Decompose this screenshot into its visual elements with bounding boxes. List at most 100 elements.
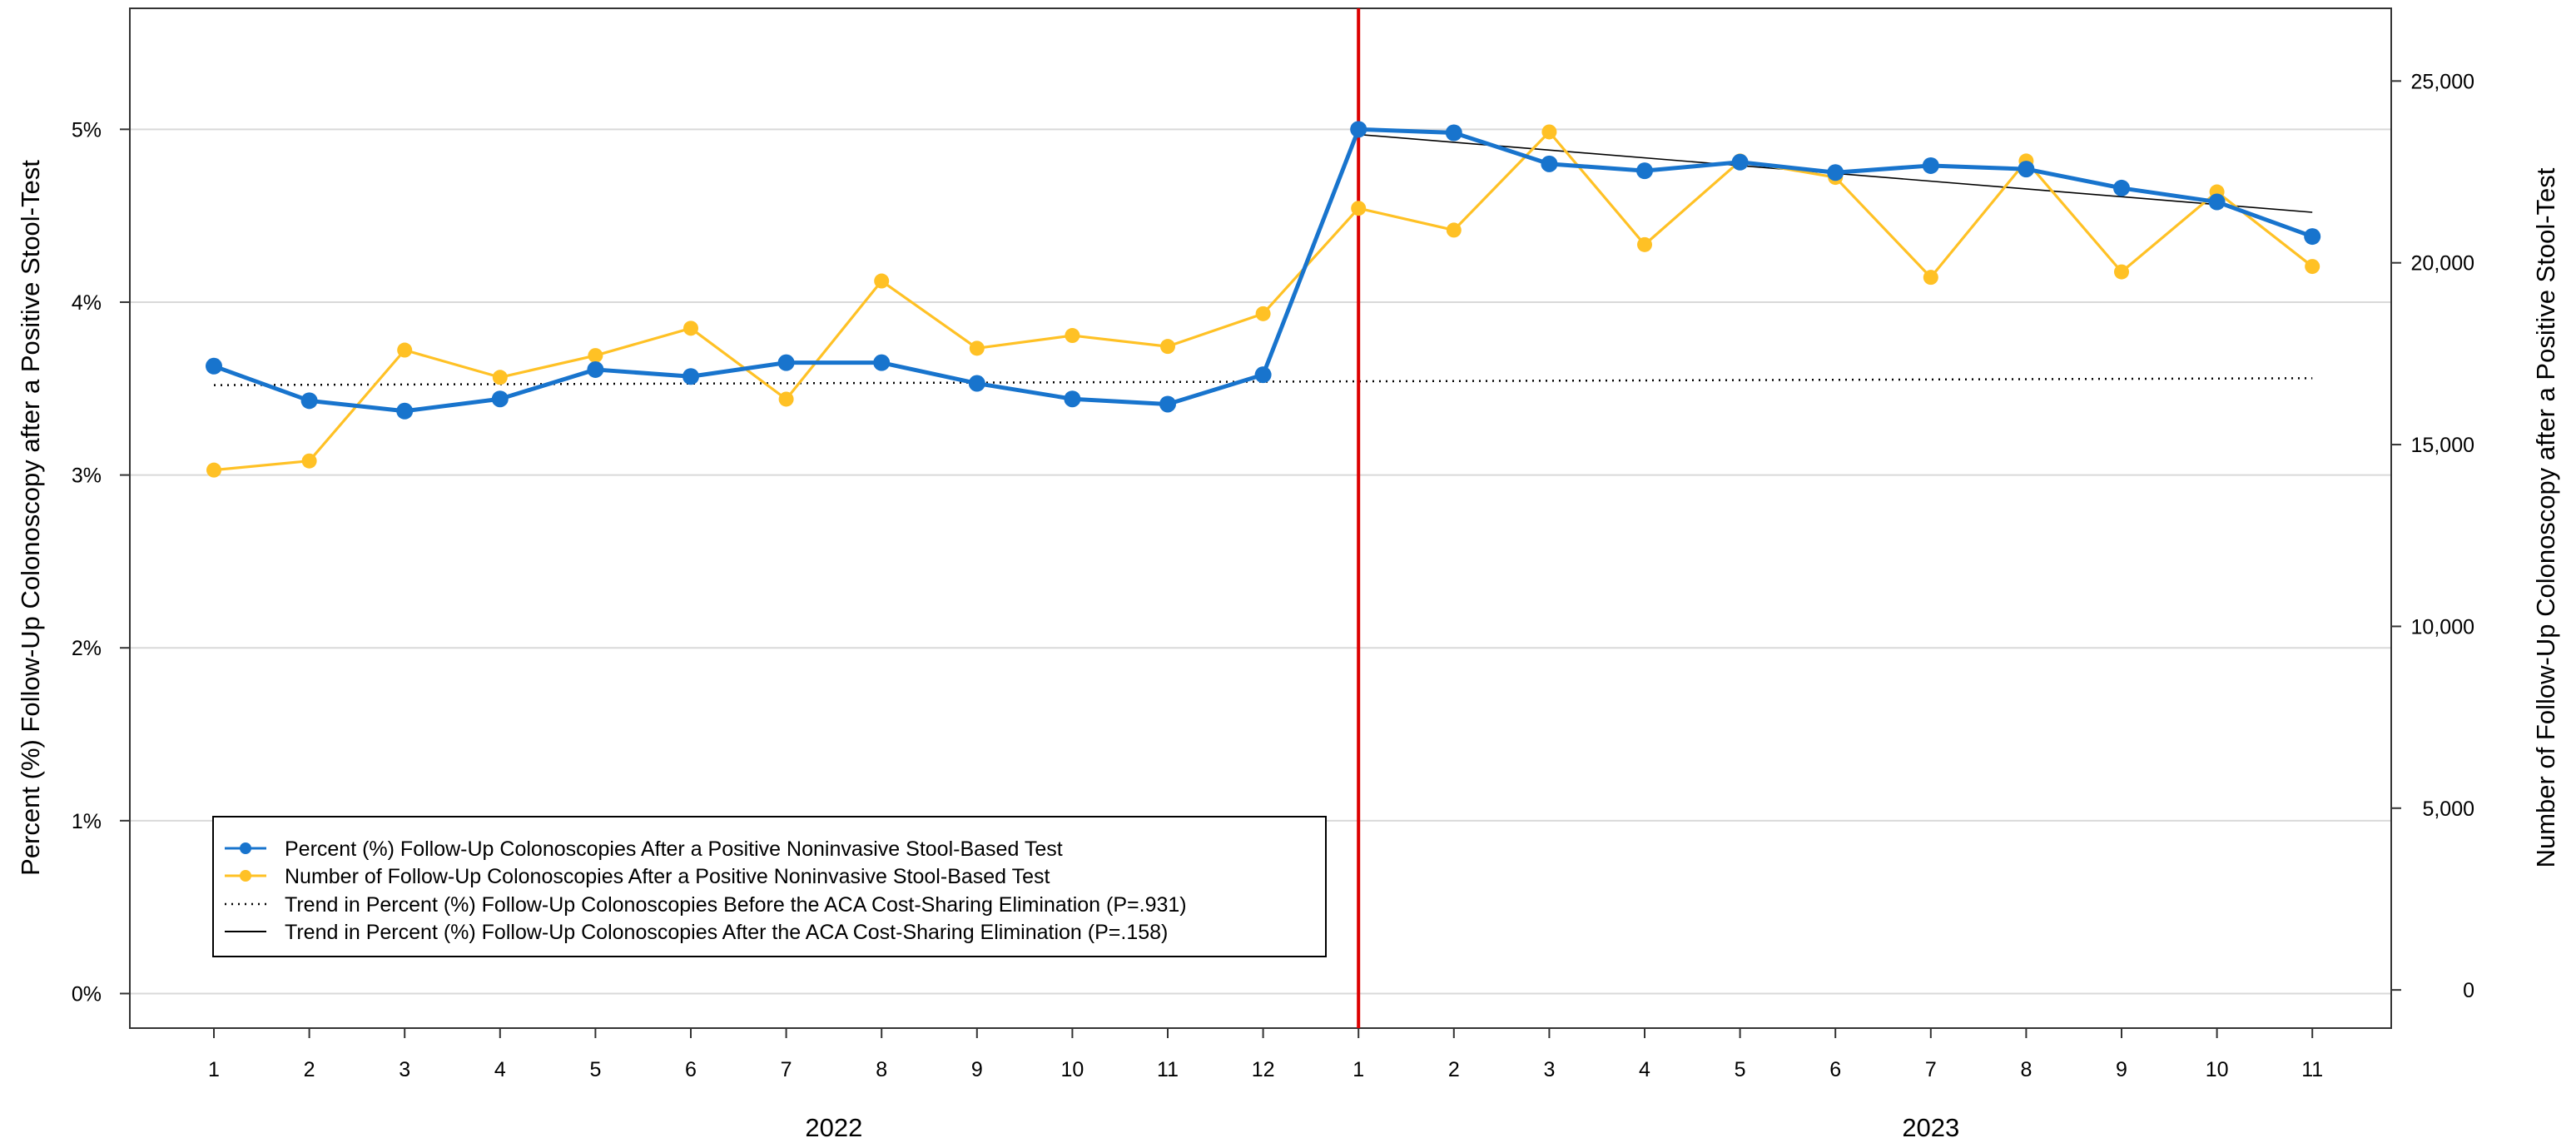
data-point-percent (300, 392, 318, 410)
left-y-axis: 0% 1% 2% 3% 4% 5% (72, 118, 130, 1006)
x-tick-label: 3 (399, 1058, 410, 1081)
data-point-percent (1827, 164, 1844, 181)
data-point-number (969, 340, 985, 356)
data-point-percent (2208, 193, 2226, 211)
y-left-tick-label: 5% (72, 118, 102, 142)
data-point-number (1351, 201, 1367, 216)
legend-label-trend-after: Trend in Percent (%) Follow-Up Colonosco… (285, 921, 1168, 944)
data-point-number (1637, 236, 1652, 252)
x-tick-label: 10 (1060, 1058, 1084, 1081)
x-tick-label: 9 (2116, 1058, 2127, 1081)
y-right-tick-label: 20,000 (2411, 252, 2474, 276)
legend-box (212, 816, 1327, 957)
data-point-number (2305, 259, 2320, 275)
data-point-percent (1159, 395, 1176, 413)
series-line-number (213, 130, 2314, 472)
x-tick-label: 6 (685, 1058, 697, 1081)
data-point-number (778, 391, 794, 407)
x-tick-label: 9 (971, 1058, 983, 1081)
data-point-number (1446, 222, 1462, 238)
data-point-number (206, 462, 221, 478)
x-tick-label: 2 (304, 1058, 315, 1081)
data-point-percent (1636, 162, 1653, 180)
data-point-percent (2113, 179, 2130, 196)
data-series (206, 121, 2321, 478)
data-point-number (301, 453, 317, 469)
legend: Percent (%) Follow-Up Colonoscopies Afte… (212, 816, 1327, 957)
x-tick-label: 2 (1448, 1058, 1460, 1081)
legend-marker-number (240, 870, 251, 882)
x-tick-label: 10 (2206, 1058, 2229, 1081)
legend-label-percent: Percent (%) Follow-Up Colonoscopies Afte… (285, 837, 1063, 861)
x-tick-label: 1 (208, 1058, 220, 1081)
data-point-percent (777, 354, 795, 371)
data-point-percent (873, 354, 891, 371)
legend-item-trend-after: Trend in Percent (%) Follow-Up Colonosco… (225, 921, 1168, 944)
data-point-percent (1064, 390, 1081, 408)
year-label: 2022 (805, 1113, 862, 1138)
right-y-axis: 0 5,000 10,000 15,000 20,000 25,000 (2391, 70, 2474, 1002)
x-tick-label: 11 (2301, 1058, 2323, 1081)
x-tick-label: 3 (1543, 1058, 1555, 1081)
y-right-tick-label: 5,000 (2422, 798, 2474, 821)
x-tick-label: 8 (876, 1058, 887, 1081)
x-tick-label: 5 (1735, 1058, 1746, 1081)
legend-label-trend-before: Trend in Percent (%) Follow-Up Colonosco… (285, 893, 1187, 917)
legend-label-number: Number of Follow-Up Colonoscopies After … (285, 865, 1050, 888)
data-point-percent (1922, 157, 1939, 174)
y-right-tick-label: 10,000 (2411, 615, 2474, 639)
y-right-tick-label: 15,000 (2411, 434, 2474, 457)
plot-frame (129, 7, 2392, 1029)
data-point-percent (491, 390, 509, 408)
y-left-tick-label: 2% (72, 637, 102, 660)
data-point-percent (587, 360, 604, 378)
y-left-axis-title: Percent (%) Follow-Up Colonoscopy after … (16, 160, 45, 876)
legend-marker-percent (240, 842, 251, 854)
x-tick-label: 8 (2020, 1058, 2032, 1081)
data-point-percent (682, 368, 699, 385)
y-left-tick-label: 3% (72, 465, 102, 488)
data-point-percent (968, 375, 985, 392)
x-tick-label: 1 (1353, 1058, 1364, 1081)
data-point-number (1065, 328, 1080, 344)
data-point-number (1255, 306, 1271, 321)
legend-item-trend-before: Trend in Percent (%) Follow-Up Colonosco… (225, 893, 1187, 917)
data-point-percent (1254, 366, 1272, 384)
x-tick-label: 7 (1925, 1058, 1937, 1081)
y-left-tick-label: 4% (72, 291, 102, 315)
y-left-tick-label: 1% (72, 810, 102, 833)
x-tick-label: 6 (1829, 1058, 1841, 1081)
x-tick-label: 12 (1252, 1058, 1275, 1081)
y-right-tick-label: 0 (2463, 979, 2474, 1002)
legend-item-percent: Percent (%) Follow-Up Colonoscopies Afte… (225, 837, 1063, 861)
data-point-number (588, 348, 603, 364)
data-point-percent (206, 357, 222, 375)
y-left-tick-label: 0% (72, 982, 102, 1006)
x-tick-label: 7 (781, 1058, 792, 1081)
x-tick-label: 11 (1157, 1058, 1179, 1081)
data-point-percent (396, 402, 414, 420)
data-point-number (1160, 339, 1175, 355)
data-point-percent (1445, 124, 1462, 142)
y-right-tick-label: 25,000 (2411, 70, 2474, 93)
trend-lines (213, 133, 2313, 386)
legend-item-number: Number of Follow-Up Colonoscopies After … (225, 865, 1050, 888)
data-point-number (874, 273, 890, 289)
x-tick-label: 5 (589, 1058, 601, 1081)
data-point-number (397, 342, 413, 358)
x-tick-label: 4 (494, 1058, 506, 1081)
data-point-percent (1731, 153, 1749, 171)
year-label: 2023 (1902, 1113, 1959, 1138)
x-tick-label: 4 (1639, 1058, 1650, 1081)
data-point-percent (1541, 155, 1558, 172)
data-point-number (1923, 270, 1938, 286)
data-point-percent (2018, 161, 2035, 178)
data-point-number (492, 370, 508, 385)
data-point-number (683, 321, 698, 336)
data-point-percent (1350, 121, 1367, 138)
data-point-percent (2304, 228, 2321, 246)
data-point-number (1541, 124, 1557, 140)
data-point-number (2114, 264, 2129, 280)
